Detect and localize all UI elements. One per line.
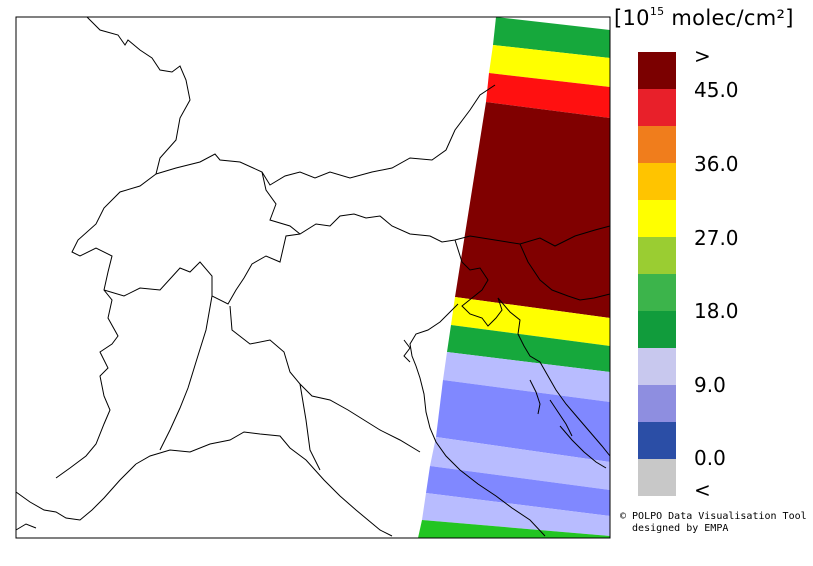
legend-swatch — [638, 200, 676, 237]
swath-band — [426, 466, 610, 516]
legend-swatch — [638, 385, 676, 422]
swath-band — [430, 437, 610, 490]
legend-label: 36.0 — [694, 152, 739, 176]
credit-line-1: © POLPO Data Visualisation Tool — [620, 511, 807, 522]
legend-swatch — [638, 274, 676, 311]
map-frame — [15, 16, 611, 539]
legend-swatch — [638, 311, 676, 348]
legend-colorbar — [638, 52, 676, 496]
legend-swatch — [638, 52, 676, 89]
swath-band — [447, 325, 610, 372]
legend-label: > — [694, 44, 711, 68]
satellite-swath — [418, 17, 610, 538]
legend-swatch — [638, 422, 676, 459]
credit-line-2: designed by EMPA — [620, 523, 729, 534]
legend-swatch — [638, 237, 676, 274]
swath-band — [493, 17, 610, 58]
swath-band — [443, 352, 610, 402]
legend-label: 18.0 — [694, 299, 739, 323]
swath-band — [436, 380, 610, 462]
swath-band — [451, 297, 610, 346]
legend-label: < — [694, 478, 711, 502]
swath-band — [418, 520, 610, 538]
legend-label: 9.0 — [694, 373, 726, 397]
legend-swatch — [638, 89, 676, 126]
legend-label: 0.0 — [694, 446, 726, 470]
legend-swatch — [638, 348, 676, 385]
legend-label: 45.0 — [694, 78, 739, 102]
country-borders — [15, 16, 611, 537]
swath-band — [486, 73, 610, 118]
legend-swatch — [638, 163, 676, 200]
legend-swatch — [638, 126, 676, 163]
unit-title: [1015 molec/cm²] — [614, 5, 794, 30]
swath-band — [455, 102, 610, 318]
swath-band — [422, 493, 610, 536]
legend-label: 27.0 — [694, 226, 739, 250]
legend-swatch — [638, 459, 676, 496]
